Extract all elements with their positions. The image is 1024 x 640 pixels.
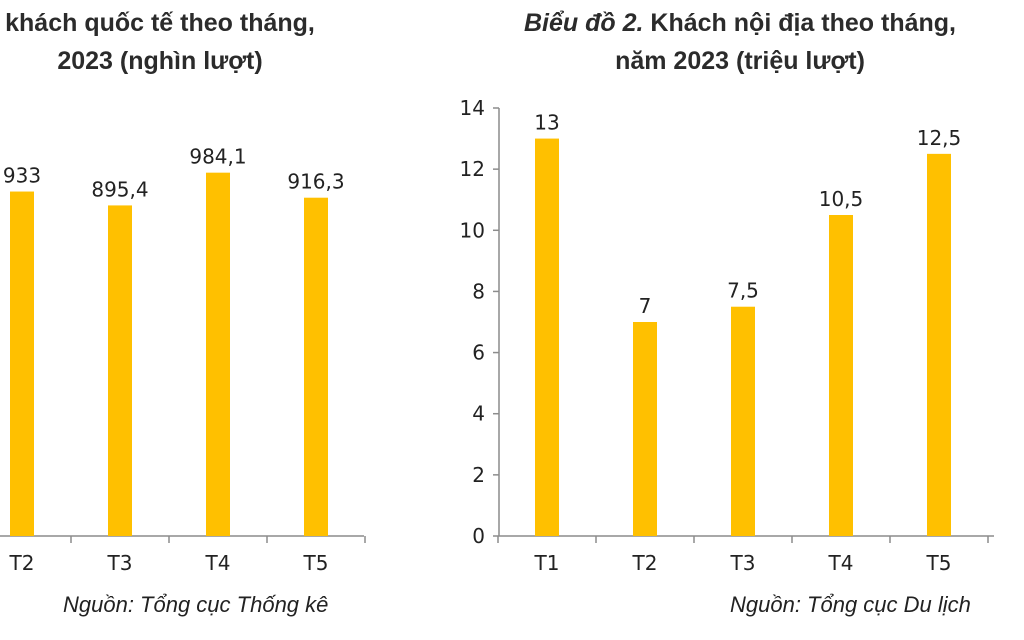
chart-2-y-tick-label: 4 xyxy=(472,402,485,426)
chart-1-bar-T3 xyxy=(108,205,132,536)
chart-2-x-label-T5: T5 xyxy=(926,551,952,575)
chart-2-data-label-T3: 7,5 xyxy=(727,279,759,303)
chart-2-x-label-T1: T1 xyxy=(534,551,560,575)
chart-1-title-line2: 2023 (nghìn lượt) xyxy=(57,47,263,75)
chart-2-bar-T2 xyxy=(633,322,657,536)
chart-2-y-tick-label: 10 xyxy=(460,218,485,242)
chart-2-bar-T1 xyxy=(535,138,559,537)
chart-2-bar-T3 xyxy=(731,306,755,536)
chart-2-x-label-T3: T3 xyxy=(730,551,756,575)
chart-2-title-text: Khách nội địa theo tháng, xyxy=(650,9,956,37)
chart-2-y-tick-label: 14 xyxy=(460,96,485,120)
chart-2-title-line1: Biểu đồ 2. Khách nội địa theo tháng, xyxy=(440,4,1024,42)
chart-2-y-tick-label: 0 xyxy=(472,524,485,548)
chart-2-title-line2: năm 2023 (triệu lượt) xyxy=(615,47,865,75)
chart-2-title-prefix: Biểu đồ 2. xyxy=(524,9,644,37)
chart-1-x-label-T4: T4 xyxy=(205,551,231,575)
chart-1-data-label-T3: 895,4 xyxy=(91,177,148,201)
chart-2-source: Nguồn: Tổng cục Du lịch xyxy=(730,592,971,617)
chart-2-x-label-T4: T4 xyxy=(828,551,854,575)
chart-2-bar-T4 xyxy=(829,215,853,536)
chart-1-x-label-T3: T3 xyxy=(107,551,133,575)
chart-2-y-tick-label: 8 xyxy=(472,279,485,303)
chart-1-bar-T4 xyxy=(206,172,230,536)
chart-1-x-label-T2: T2 xyxy=(9,551,35,575)
chart-2-data-label-T2: 7 xyxy=(639,294,652,318)
chart-1-plot: 933 T2 895,4 T3 984,1 T4 916,3 T5 xyxy=(0,145,366,575)
chart-1-bar-T5 xyxy=(304,197,328,537)
chart-2-data-label-T4: 10,5 xyxy=(819,187,864,211)
chart-1-data-label-T4: 984,1 xyxy=(189,145,246,169)
chart-2-data-label-T1: 13 xyxy=(534,111,559,135)
chart-2-x-label-T2: T2 xyxy=(632,551,658,575)
chart-2-data-label-T5: 12,5 xyxy=(917,126,962,150)
chart-2-title: Biểu đồ 2. Khách nội địa theo tháng, năm… xyxy=(440,4,1024,80)
chart-2-bar-T5 xyxy=(927,153,951,536)
chart-1-source: Nguồn: Tổng cục Thống kê xyxy=(63,592,329,617)
chart-1-data-label-T2: 933 xyxy=(3,164,41,188)
chart-2-y-tick-label: 6 xyxy=(472,341,485,365)
chart-1-x-label-T5: T5 xyxy=(303,551,329,575)
chart-1-title-line1: khách quốc tế theo tháng, xyxy=(5,9,315,37)
chart-1-bar-T2 xyxy=(10,191,34,536)
chart-2-plot: 0 2 4 6 8 10 12 14 13 T1 7 T2 7,5 T3 10,5 T4 12,5 T5 xyxy=(460,96,994,575)
chart-2-y-tick-label: 2 xyxy=(472,463,485,487)
chart-2-y-tick-label: 12 xyxy=(460,157,485,181)
chart-1-data-label-T5: 916,3 xyxy=(287,170,344,194)
chart-1-title: khách quốc tế theo tháng, 2023 (nghìn lư… xyxy=(0,4,460,80)
